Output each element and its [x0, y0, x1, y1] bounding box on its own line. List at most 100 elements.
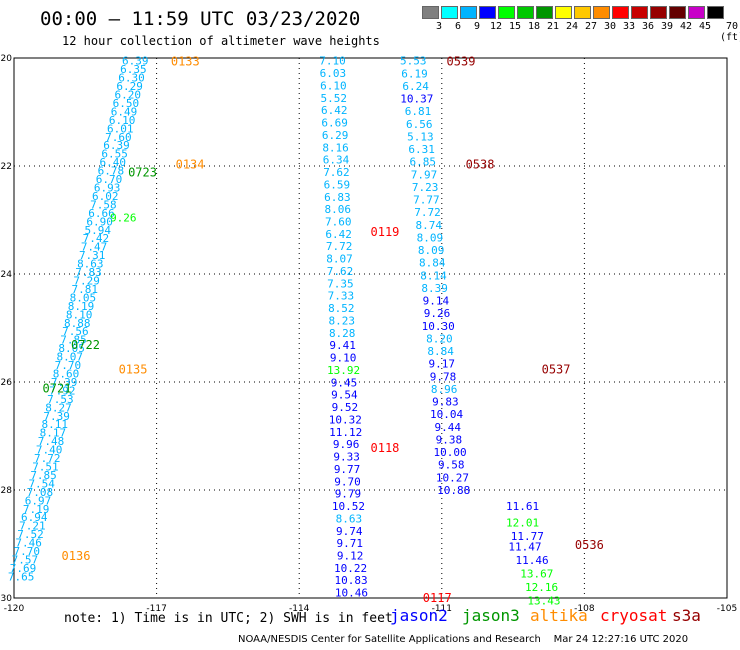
wave-height-value: 8.10	[66, 308, 93, 321]
wave-height-value: 10.46	[335, 587, 368, 600]
wave-height-value: 7.62	[323, 166, 350, 179]
colorbar-label: 33	[622, 21, 636, 32]
wave-height-value: 6.39	[103, 139, 130, 152]
wave-height-value: 8.23	[329, 314, 356, 327]
wave-height-value: 6.93	[94, 182, 121, 195]
wave-height-value: 10.00	[434, 446, 467, 459]
wave-height-value: 8.05	[58, 342, 85, 355]
wave-height-value: 7.29	[73, 275, 100, 288]
pass-time-label: 0134	[176, 157, 205, 171]
legend-s3a: s3a	[672, 606, 701, 625]
wave-height-value: 7.56	[62, 325, 89, 338]
wave-height-value: 6.34	[323, 154, 350, 167]
wave-height-value: 9.14	[423, 295, 450, 308]
lon-tick-label: -120	[4, 604, 25, 614]
pass-time-label: 0117	[423, 591, 452, 605]
wave-height-value: 8.84	[419, 257, 446, 270]
wave-height-value: 9.71	[336, 537, 363, 550]
wave-height-value: 9.74	[336, 525, 363, 538]
wave-height-value: 8.06	[325, 203, 352, 216]
pass-time-label: 0135	[119, 363, 148, 377]
wave-height-value: 7.58	[90, 198, 117, 211]
pass-time-label: 0136	[62, 549, 91, 563]
wave-height-value: 9.41	[329, 339, 356, 352]
wave-height-value: 7.46	[15, 537, 42, 550]
wave-height-value: 5.52	[321, 92, 348, 105]
wave-height-value: 7.60	[105, 131, 132, 144]
wave-height-value: 6.70	[96, 173, 123, 186]
wave-height-value: 10.04	[430, 408, 463, 421]
wave-height-value: 8.28	[329, 327, 356, 340]
colorbar-swatch	[688, 6, 705, 19]
wave-height-value: 6.20	[114, 89, 141, 102]
wave-height-value: 10.22	[334, 562, 367, 575]
wave-height-value: 6.35	[120, 63, 147, 76]
wave-height-value: 10.37	[400, 93, 433, 106]
wave-height-value: 8.60	[53, 368, 80, 381]
colorbar-label: 30	[603, 21, 617, 32]
wave-height-value: 6.81	[405, 105, 432, 118]
pass-time-label: 0723	[128, 165, 157, 179]
wave-height-value: 8.16	[322, 141, 349, 154]
wave-height-value: 5.94	[85, 224, 112, 237]
lon-tick-label: -117	[146, 604, 166, 614]
wave-height-value: 8.11	[42, 418, 69, 431]
wave-height-value: 9.44	[434, 421, 461, 434]
wave-height-value: 7.35	[327, 277, 354, 290]
wave-height-value: 11.47	[508, 541, 541, 554]
lat-tick-label: 24	[1, 270, 13, 280]
wave-height-value: 8.09	[417, 231, 444, 244]
wave-height-value: 9.96	[333, 438, 360, 451]
wave-height-value: 6.29	[116, 80, 143, 93]
wave-height-value: 8.05	[70, 291, 97, 304]
wave-height-value: 6.01	[107, 122, 134, 135]
colorbar-label: 6	[454, 21, 462, 32]
wave-height-value: 9.26	[110, 211, 137, 224]
colorbar-swatch	[650, 6, 667, 19]
wave-height-value: 6.30	[118, 72, 145, 85]
wave-height-values: 6.396.356.306.296.206.506.496.106.017.60…	[8, 55, 561, 608]
wave-height-value: 6.02	[92, 190, 119, 203]
map-subtitle: 12 hour collection of altimeter wave hei…	[62, 34, 380, 48]
wave-height-value: 10.30	[422, 320, 455, 333]
lat-tick-label: 20	[1, 54, 13, 64]
wave-height-value: 9.52	[332, 401, 359, 414]
wave-height-value: 6.50	[113, 97, 140, 110]
lon-tick-label: -114	[289, 604, 310, 614]
wave-height-value: 7.47	[81, 241, 108, 254]
colorbar-swatch	[574, 6, 591, 19]
wave-height-value: 7.31	[79, 249, 106, 262]
wave-height-value: 8.19	[68, 300, 95, 313]
wave-height-value: 8.17	[40, 427, 67, 440]
wave-height-value: 8.07	[326, 253, 353, 266]
wave-height-value: 6.39	[122, 55, 149, 68]
wave-height-value: 6.42	[321, 104, 348, 117]
wave-height-value: 6.69	[321, 117, 348, 130]
wave-height-value: 9.38	[436, 433, 463, 446]
colorbar-label: 70 (ft)	[719, 21, 740, 43]
pass-time-label: 0133	[171, 55, 200, 69]
wave-height-value: 11.12	[329, 426, 362, 439]
wave-height-value: 10.83	[334, 574, 367, 587]
wave-height-value: 6.10	[320, 79, 347, 92]
wave-height-value: 7.21	[19, 520, 46, 533]
wave-height-value: 9.78	[430, 370, 457, 383]
lat-tick-label: 22	[1, 162, 12, 172]
colorbar-swatch	[555, 6, 572, 19]
wave-height-value: 6.83	[324, 191, 351, 204]
wave-height-value: 7.85	[60, 334, 87, 347]
pass-time-label: 0537	[542, 363, 571, 377]
wave-height-value: 7.69	[10, 562, 37, 575]
colorbar-label: 15	[508, 21, 522, 32]
wave-height-value: 6.56	[406, 118, 433, 131]
axis-labels: -120 -117 -114 -111 -108 -105 20 22 24 26 28 30	[1, 54, 738, 614]
wave-height-value: 9.83	[432, 396, 459, 409]
wave-height-value: 6.66	[88, 207, 115, 220]
wave-height-value: 11.46	[516, 554, 549, 567]
pass-time-label: 0721	[43, 381, 72, 395]
wave-height-value: 6.40	[100, 156, 127, 169]
wave-height-value: 7.57	[12, 553, 39, 566]
wave-height-value: 8.52	[328, 302, 355, 315]
pass-time-label: 0118	[371, 441, 400, 455]
wave-height-value: 7.72	[414, 206, 441, 219]
